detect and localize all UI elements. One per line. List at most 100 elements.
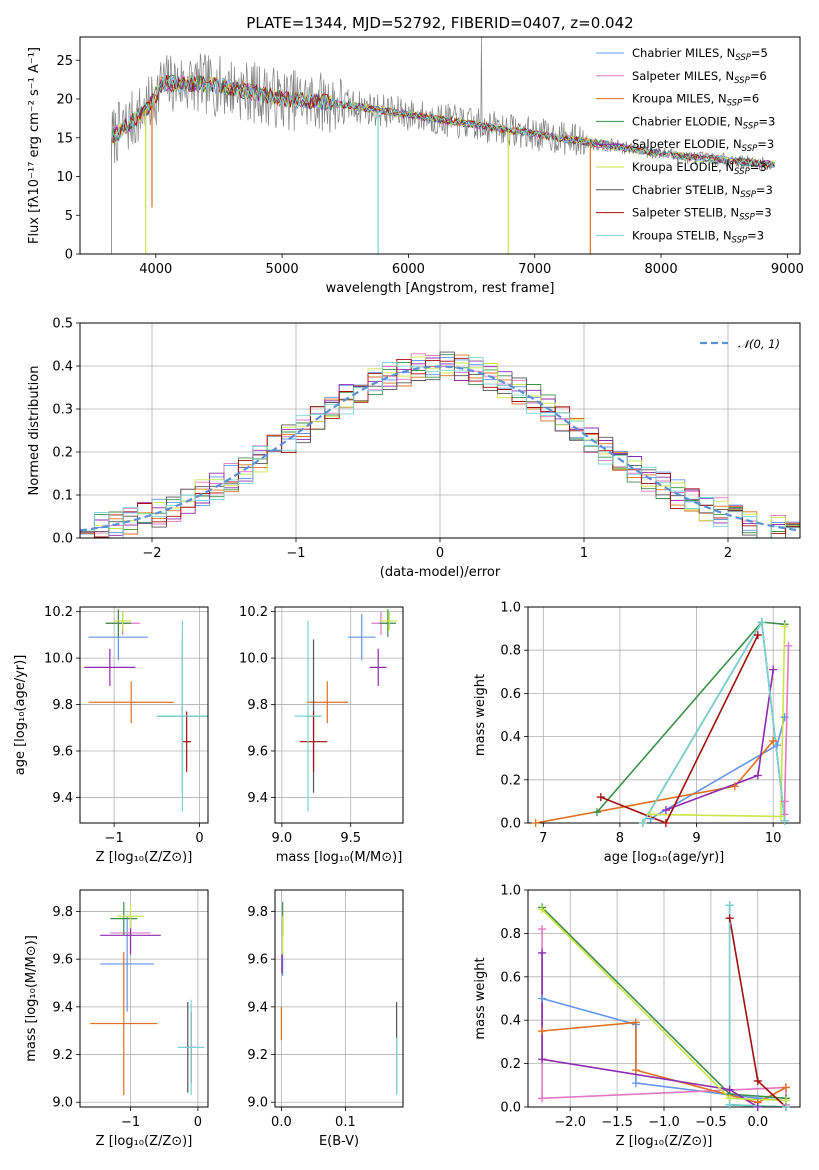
mass-weight-marker [780, 713, 789, 722]
age_vs_mass-xlabel: mass [log₁₀(M/M⊙)] [276, 850, 403, 865]
mass_vs_Z-plot-area [90, 901, 205, 1096]
weight_vs_Z-ytick-label: 0.2 [500, 1057, 521, 1072]
legend-entry: Chabrier STELIB, NSSP=3 [632, 183, 773, 200]
spectrum-ytick-label: 0 [65, 248, 73, 263]
spectrum-frame [79, 36, 801, 255]
residuals-xlabel: (data-model)/error [380, 565, 501, 580]
legend-entry: Chabrier ELODIE, NSSP=3 [632, 114, 775, 131]
weight_vs_age-ytick-label: 0.0 [500, 817, 521, 832]
weight_vs_Z-xtick-label: 0.0 [747, 1115, 768, 1130]
figure-title: PLATE=1344, MJD=52792, FIBERID=0407, z=0… [246, 14, 633, 32]
mass-weight-marker [592, 808, 601, 817]
mass_vs_ebv-ytick-label: 9.0 [247, 1096, 268, 1111]
legend-entry: Kroupa STELIB, NSSP=3 [632, 228, 764, 245]
spectrum-xtick-label: 7000 [518, 262, 551, 277]
age_vs_mass-frame [274, 606, 404, 824]
mass-weight-marker [757, 618, 766, 627]
mass-weight-marker [631, 1066, 640, 1075]
age_vs_Z-frame [79, 606, 209, 824]
weight_vs_Z-ytick-label: 0.6 [500, 970, 521, 985]
spectrum-ytick-label: 10 [56, 170, 73, 185]
age_vs_Z-plot-area [84, 609, 208, 812]
mass-weight-marker [780, 622, 789, 631]
weight_vs_Z-axes: −2.0 −1.5 −1.0 −0.5 0.0 0.0 0.2 0.4 0.6 0.8 1.0 Z [… [473, 884, 801, 1149]
residuals-xtick-label: 0 [436, 546, 444, 561]
age_vs_mass-ytick-label: 10.2 [239, 605, 268, 620]
weight_vs_age-axes: 7 8 9 10 0.0 0.2 0.4 0.6 0.8 1.0 age [log₁₀(age/yr… [473, 601, 801, 865]
residuals-axes: −2 −1 0 1 2 0.0 0.1 0.2 0.3 0.4 0.5 (data-model)/er… [27, 317, 801, 580]
mass-weight-marker [784, 641, 793, 650]
mass-weight-marker [646, 810, 655, 819]
mass_vs_ebv-plot-area [280, 901, 398, 1096]
weight_vs_age-ytick-label: 0.4 [500, 730, 521, 745]
weight_vs_Z-xtick-label: −1.0 [648, 1115, 680, 1130]
mass_vs_ebv-ytick-label: 9.6 [247, 953, 268, 968]
mass-weight-marker [725, 914, 734, 923]
age_vs_Z-xtick-label: 0 [195, 831, 203, 846]
age_vs_Z-ytick-label: 9.6 [52, 745, 73, 760]
mass-weight-marker [538, 1094, 547, 1103]
mass-weight-marker [538, 925, 547, 934]
mass_vs_Z-ytick-label: 9.0 [52, 1096, 73, 1111]
mass_vs_Z-frame [79, 889, 209, 1108]
age_vs_mass-ytick-label: 9.8 [247, 698, 268, 713]
age_vs_Z-ylabel: age [log₁₀(age/yr)] [13, 655, 28, 776]
weight_vs_Z-xtick-label: −1.5 [601, 1115, 633, 1130]
mass_vs_ebv-axes: 0.0 0.1 9.0 9.2 9.4 9.6 9.8 E(B-V) [247, 889, 404, 1149]
mass-weight-marker [631, 1018, 640, 1027]
mass_vs_ebv-ytick-label: 9.8 [247, 905, 268, 920]
age_vs_mass-ytick-label: 9.4 [247, 791, 268, 806]
residuals-xtick-label: 1 [580, 546, 588, 561]
residuals-xtick-label: 2 [724, 546, 732, 561]
mass_vs_Z-xtick-label: −1 [121, 1115, 140, 1130]
spectrum-xlabel: wavelength [Angstrom, rest frame] [326, 281, 555, 296]
weight_vs_age-ytick-label: 0.8 [500, 644, 521, 659]
mass-weight-marker [753, 1103, 762, 1111]
weight_vs_age-xtick-label: 8 [616, 831, 624, 846]
weight_vs_age-xlabel: age [log₁₀(age/yr)] [604, 850, 725, 865]
legend-entry: Salpeter ELODIE, NSSP=3 [632, 137, 774, 154]
weight_vs_age-xtick-label: 9 [692, 831, 700, 846]
mass-weight-marker [776, 812, 785, 821]
mass-weight-marker [631, 1079, 640, 1088]
residuals-plot-area [80, 351, 800, 538]
residuals-ytick-label: 0.1 [52, 489, 73, 504]
spectrum-xtick-label: 4000 [139, 262, 172, 277]
weight_vs_Z-xtick-label: −0.5 [695, 1115, 727, 1130]
mass_vs_Z-ytick-label: 9.4 [52, 1000, 73, 1015]
age_vs_mass-xtick-label: 9.5 [340, 831, 361, 846]
mass-weight-marker [725, 1085, 734, 1094]
mass-weight-marker [725, 901, 734, 910]
age_vs_Z-ytick-label: 10.2 [44, 605, 73, 620]
spectrum-xtick-label: 5000 [266, 262, 299, 277]
mass_vs_ebv-frame [274, 889, 404, 1108]
residuals-ytick-label: 0.2 [52, 446, 73, 461]
spectrum-ytick-label: 20 [56, 93, 73, 108]
weight_vs_age-ytick-label: 1.0 [500, 601, 521, 616]
normal-curve [80, 365, 800, 532]
spectrum-xtick-label: 9000 [771, 262, 804, 277]
mass-weight-marker [538, 1027, 547, 1036]
mass-weight-marker [661, 819, 670, 827]
residuals-ylabel: Normed distribution [27, 366, 42, 496]
mass_vs_ebv-xtick-label: 0.1 [335, 1115, 356, 1130]
weight_vs_Z-ytick-label: 1.0 [500, 884, 521, 899]
spectrum-plot-area [111, 37, 776, 254]
spectrum-ytick-label: 5 [65, 209, 73, 224]
mass-weight-marker [753, 771, 762, 780]
age_vs_Z-ytick-label: 10.0 [44, 652, 73, 667]
age_vs_Z-ytick-label: 9.8 [52, 698, 73, 713]
mass-weight-marker [538, 948, 547, 957]
mass_vs_ebv-ytick-label: 9.4 [247, 1000, 268, 1015]
residuals-ytick-label: 0.5 [52, 317, 73, 332]
weight_vs_age-xtick-label: 7 [539, 831, 547, 846]
age_vs_mass-plot-area [294, 609, 398, 812]
legend-entry: Kroupa ELODIE, NSSP=3 [632, 160, 767, 177]
spectrum-legend: Chabrier MILES, NSSP=5 Salpeter MILES, NS… [596, 46, 775, 245]
spectrum-xtick-label: 8000 [645, 262, 678, 277]
spectrum-ylabel: Flux [fλ10⁻¹⁷ erg cm⁻² s⁻¹ A⁻¹] [27, 47, 42, 244]
age_vs_Z-xlabel: Z [log₁₀(Z/Z⊙)] [96, 850, 193, 865]
age_vs_Z-axes: −1 0 9.4 9.6 9.8 10.0 10.2 Z [log₁₀(Z/Z⊙)] age [… [13, 605, 209, 865]
mass_vs_Z-ytick-label: 9.6 [52, 953, 73, 968]
